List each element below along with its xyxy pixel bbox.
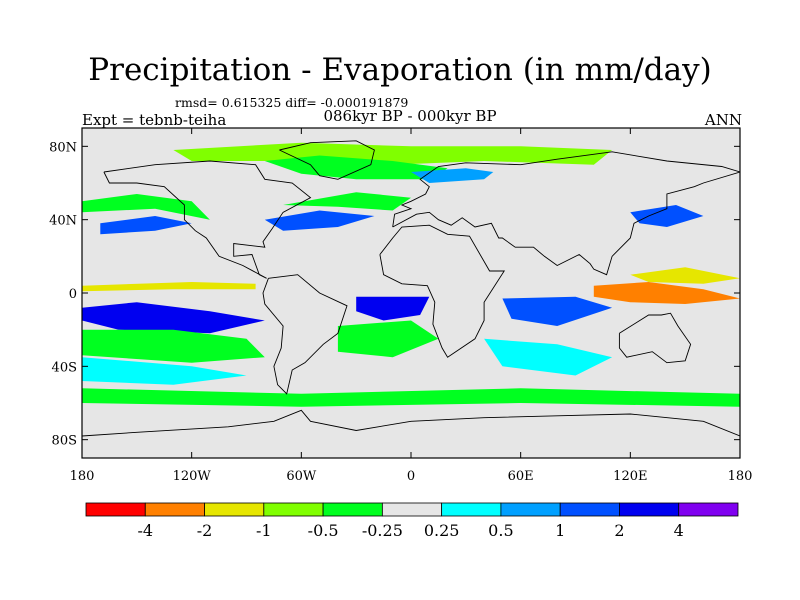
coastline-north-america [103,160,312,279]
coastline-australia [618,312,692,364]
region-n-pacific-dry [100,216,192,235]
colorbar-label: -1 [256,521,272,540]
colorbar-label: -2 [197,521,213,540]
x-tick-label: 120W [173,469,212,484]
y-tick-label: 0 [69,287,77,302]
coastline-south-america [262,274,348,395]
colorbar-label: 4 [674,521,684,540]
colorbar-swatch [85,502,146,517]
colorbar-label: 0.5 [488,521,513,540]
x-tick-label: 60E [508,469,534,484]
region-europe-dry [411,168,494,183]
y-tick-label: 40N [49,214,77,229]
x-tick-label: 60W [286,469,317,484]
region-indian-cyan [484,338,613,376]
coastline-greenland [279,140,375,180]
region-e-asia-dry [630,205,704,227]
x-tick-label: 120E [613,469,647,484]
colorbar-swatch [678,502,739,517]
stats-line: rmsd= 0.615325 diff= -0.000191879 [175,95,409,110]
colorbar-swatch [322,502,383,517]
x-tick-label: 180 [728,469,753,484]
colorbar-swatch [441,502,502,517]
colorbar-swatch [144,502,205,517]
colorbar-swatch [559,502,620,517]
region-w-pacific-yellow [630,267,740,284]
colorbar-label: -4 [137,521,153,540]
region-s-pacific-green [82,329,265,363]
x-tick-label: 0 [407,469,415,484]
coastline-africa [379,224,506,358]
period-label: 086kyr BP - 000kyr BP [323,107,497,125]
colorbar-swatch [204,502,265,517]
y-tick-label: 80N [49,140,77,155]
colorbar-label: 1 [555,521,565,540]
region-n-atlantic-wet [264,155,448,180]
coastline-eurasia [392,151,740,276]
field-regions [82,142,740,407]
axis-ticks: 180 120W 60W 0 60E 120E 180 80N 40N 0 40S 80S [49,128,752,484]
region-atlantic-wet [283,192,411,211]
colorbar: -4 -2 -1 -0.5 -0.25 0.25 0.5 1 2 4 [85,502,739,540]
colorbar-label: 0.25 [424,521,460,540]
colorbar-label: 2 [614,521,624,540]
coastlines [82,140,740,437]
region-itcz-pacific [82,282,256,292]
region-s-atlantic-green [337,320,439,358]
colorbar-label: -0.25 [362,521,403,540]
colorbar-swatch [381,502,443,517]
colorbar-swatch [500,502,561,517]
region-n-pacific-green [82,194,210,220]
x-tick-label: 180 [70,469,95,484]
region-s-pacific-dry [82,302,265,334]
region-indian-dry [502,296,613,326]
colorbar-label: -0.5 [308,521,339,540]
experiment-label: Expt = tebnb-teiha [82,111,227,129]
y-tick-label: 80S [52,434,77,449]
region-indonesia-wet [593,282,740,304]
season-label: ANN [704,111,742,129]
region-w-atlantic-dry [264,210,375,231]
colorbar-swatch [619,502,680,517]
region-s-atlantic-dry [356,296,430,321]
coastline-antarctica [82,409,740,437]
y-tick-label: 40S [52,360,77,375]
region-sh-green-band [82,388,740,407]
chart-title: Precipitation - Evaporation (in mm/day) [88,52,712,88]
colorbar-swatch [263,502,324,517]
region-s-pacific-cyan [82,357,247,385]
